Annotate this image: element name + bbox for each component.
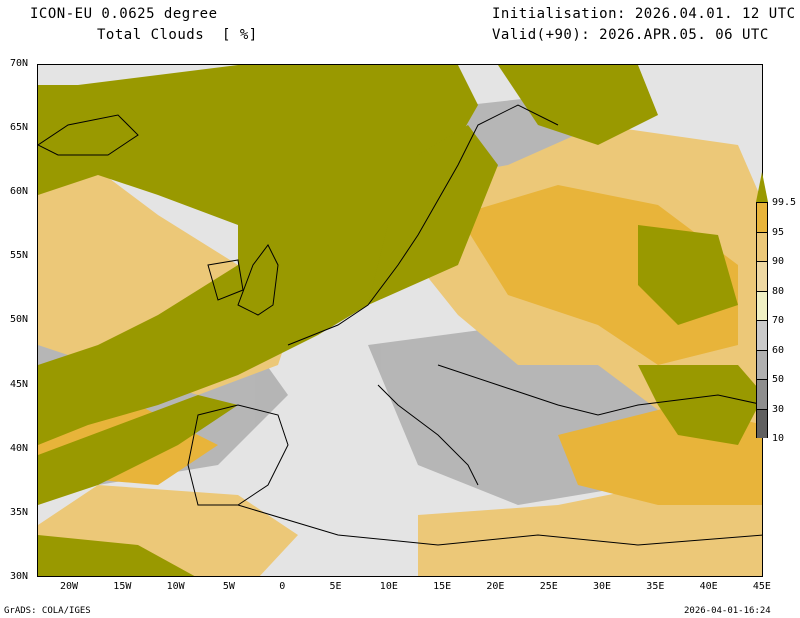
footer-credit: GrADS: COLA/IGES	[4, 606, 91, 616]
lat-label: 70N	[10, 58, 29, 69]
colorbar-max-triangle	[756, 172, 768, 202]
colorbar-segment	[756, 349, 768, 379]
cloud-field	[38, 65, 762, 576]
lon-label: 10W	[166, 581, 185, 592]
lat-label: 40N	[10, 442, 29, 454]
colorbar-segment	[756, 408, 768, 438]
colorbar-segment	[756, 379, 768, 409]
colorbar-label: 95	[772, 226, 785, 238]
colorbar-label: 30	[772, 403, 785, 415]
footer-timestamp: 2026-04-01-16:24	[684, 606, 771, 616]
lat-label: 30N	[10, 570, 29, 582]
colorbar-segment	[756, 320, 768, 350]
colorbar-segment	[756, 202, 768, 232]
colorbar-label: 99.5	[772, 197, 797, 208]
lon-label: 5W	[222, 581, 235, 592]
lon-label: 15E	[433, 581, 452, 592]
lat-label: 50N	[10, 314, 29, 326]
colorbar-segment	[756, 290, 768, 320]
lon-label: 10E	[379, 581, 398, 592]
colorbar-label: 70	[772, 315, 785, 326]
lon-label: 30E	[593, 581, 612, 592]
lon-label: 20E	[486, 581, 505, 592]
lat-label: 60N	[10, 186, 29, 198]
lat-label: 45N	[10, 378, 29, 390]
colorbar-label: 60	[772, 344, 785, 356]
colorbar-segment	[756, 261, 768, 291]
lat-label: 55N	[10, 250, 29, 262]
lon-label: 20W	[60, 581, 79, 592]
colorbar-segment	[756, 231, 768, 261]
cloud-map	[37, 64, 763, 577]
lat-label: 35N	[10, 506, 29, 518]
lon-label: 35E	[646, 581, 665, 592]
valid-time: Valid(+90): 2026.APR.05. 06 UTC	[492, 27, 769, 43]
colorbar-label: 90	[772, 256, 785, 267]
lon-label: 40E	[699, 581, 718, 592]
lon-label: 0	[279, 581, 286, 592]
colorbar-label: 80	[772, 285, 785, 297]
init-time: Initialisation: 2026.04.01. 12 UTC	[492, 6, 796, 22]
lon-label: 25E	[539, 581, 558, 592]
model-title: ICON-EU 0.0625 degree	[30, 6, 218, 22]
lat-label: 65N	[10, 122, 29, 134]
colorbar-label: 10	[772, 433, 785, 444]
lon-label: 5E	[329, 581, 342, 592]
field-title: Total Clouds [ %]	[97, 27, 258, 43]
colorbar-label: 50	[772, 374, 785, 385]
lon-label: 45E	[752, 581, 771, 592]
lon-label: 15W	[113, 581, 132, 592]
